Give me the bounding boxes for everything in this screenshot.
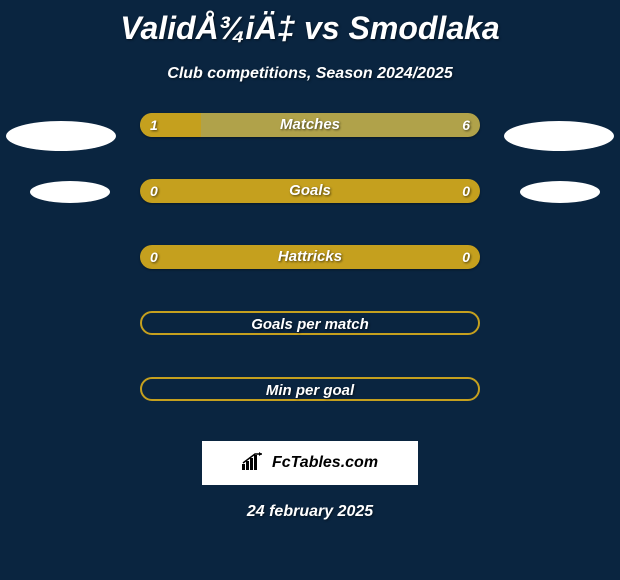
stat-pill-matches: 1 Matches 6: [140, 113, 480, 137]
ellipse-right-0: [504, 121, 614, 151]
footer-brand-box[interactable]: FcTables.com: [202, 441, 418, 485]
footer-brand-text: FcTables.com: [272, 454, 378, 472]
subtitle: Club competitions, Season 2024/2025: [0, 65, 620, 83]
page-title: ValidÅ¾iÄ‡ vs Smodlaka: [0, 0, 620, 47]
stat-row-hattricks: 0 Hattricks 0: [0, 245, 620, 291]
ellipse-left-0: [6, 121, 116, 151]
chart-icon: [242, 452, 266, 475]
footer-date: 24 february 2025: [0, 503, 620, 521]
stat-row-matches: 1 Matches 6: [0, 113, 620, 159]
stat-label-3: Goals per match: [142, 313, 478, 337]
stat-right-val-0: 6: [462, 113, 470, 137]
stat-right-val-1: 0: [462, 179, 470, 203]
stat-row-gpm: Goals per match: [0, 311, 620, 357]
stat-pill-hattricks: 0 Hattricks 0: [140, 245, 480, 269]
stat-label-0: Matches: [140, 113, 480, 137]
stat-pill-goals: 0 Goals 0: [140, 179, 480, 203]
stat-pill-gpm: Goals per match: [140, 311, 480, 335]
stat-pill-mpg: Min per goal: [140, 377, 480, 401]
stat-row-mpg: Min per goal: [0, 377, 620, 423]
stat-row-goals: 0 Goals 0: [0, 179, 620, 225]
ellipse-right-1: [520, 181, 600, 203]
stat-label-1: Goals: [140, 179, 480, 203]
stat-right-val-2: 0: [462, 245, 470, 269]
stat-label-2: Hattricks: [140, 245, 480, 269]
ellipse-left-1: [30, 181, 110, 203]
stat-label-4: Min per goal: [142, 379, 478, 403]
